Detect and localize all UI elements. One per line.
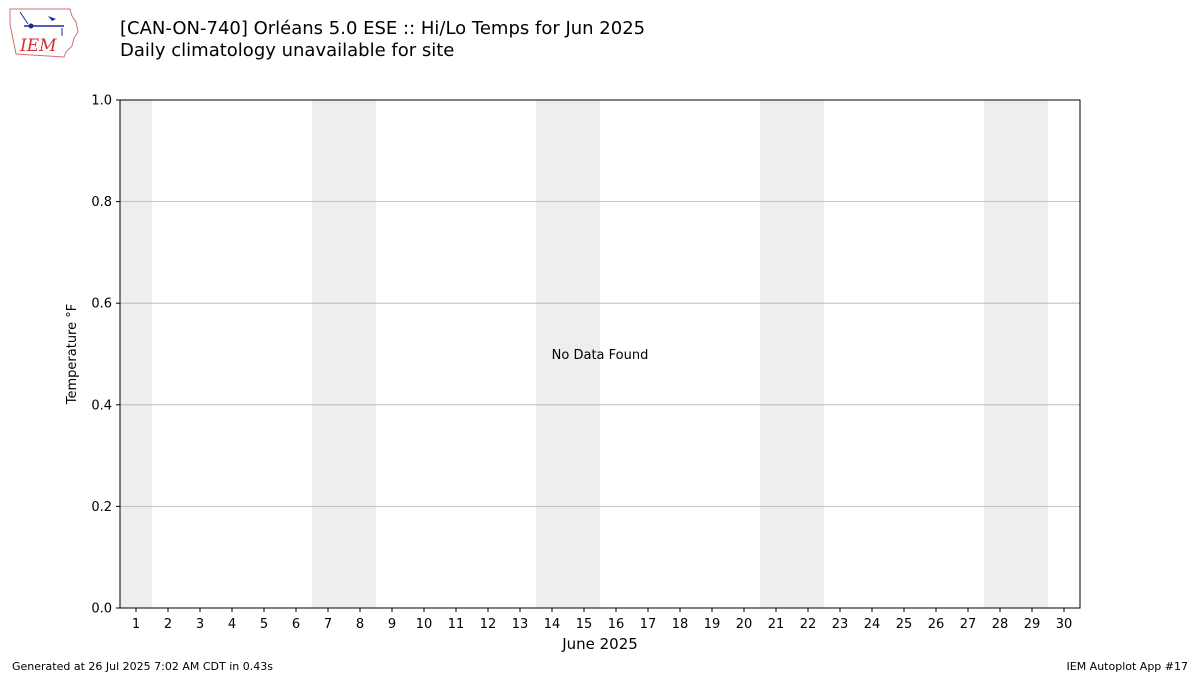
x-tick-label: 19	[704, 617, 721, 632]
y-tick-label: 0.4	[91, 398, 112, 413]
weekend-shade-day-22	[792, 100, 824, 608]
x-tick-label: 13	[512, 617, 529, 632]
y-tick-label: 0.6	[91, 297, 112, 312]
x-tick-label: 16	[608, 617, 625, 632]
y-gridlines	[120, 201, 1080, 507]
x-tick-label: 18	[672, 617, 689, 632]
no-data-annotation: No Data Found	[552, 348, 649, 363]
logo-text: IEM	[19, 36, 57, 56]
x-tick-label: 7	[324, 617, 332, 632]
y-axis-label: Temperature °F	[65, 304, 80, 405]
y-tick-label: 0.8	[91, 195, 112, 210]
x-tick-label: 17	[640, 617, 657, 632]
x-tick-label: 10	[416, 617, 433, 632]
x-tick-label: 8	[356, 617, 364, 632]
x-tick-label: 26	[928, 617, 945, 632]
x-tick-label: 6	[292, 617, 300, 632]
x-tick-label: 25	[896, 617, 913, 632]
weekend-shade-day-15	[568, 100, 600, 608]
x-tick-label: 1	[132, 617, 140, 632]
x-tick-label: 22	[800, 617, 817, 632]
x-tick-label: 14	[544, 617, 561, 632]
weekend-shade-day-28	[984, 100, 1016, 608]
x-tick-label: 9	[388, 617, 396, 632]
x-tick-label: 24	[864, 617, 881, 632]
weekend-shade-day-21	[760, 100, 792, 608]
x-tick-label: 21	[768, 617, 785, 632]
chart-title: [CAN-ON-740] Orléans 5.0 ESE :: Hi/Lo Te…	[120, 18, 646, 39]
iem-logo: IEM	[8, 6, 80, 60]
iowa-map-icon: IEM	[9, 8, 79, 58]
x-tick-label: 11	[448, 617, 465, 632]
x-tick-label: 20	[736, 617, 753, 632]
autoplot-app-label: IEM Autoplot App #17	[1066, 660, 1189, 673]
x-tick-label: 4	[228, 617, 236, 632]
y-axis-ticks: 0.0 0.2 0.4 0.6 0.8 1.0	[91, 94, 120, 617]
x-tick-label: 15	[576, 617, 593, 632]
x-axis-label: June 2025	[561, 635, 638, 653]
weekend-shade-day-29	[1016, 100, 1048, 608]
y-tick-label: 0.2	[91, 500, 112, 515]
weekend-shade-day-14	[536, 100, 568, 608]
x-tick-label: 28	[992, 617, 1009, 632]
weekend-shade-day-8	[344, 100, 376, 608]
plot-frame	[119, 99, 1081, 609]
weekend-shade-day-1	[120, 100, 152, 608]
x-tick-label: 12	[480, 617, 497, 632]
x-tick-label: 5	[260, 617, 268, 632]
chart-subtitle: Daily climatology unavailable for site	[120, 40, 455, 61]
weekend-shading	[120, 100, 1048, 608]
x-tick-label: 2	[164, 617, 172, 632]
y-tick-label: 1.0	[91, 94, 112, 109]
x-tick-label: 30	[1056, 617, 1073, 632]
x-tick-label: 3	[196, 617, 204, 632]
x-tick-label: 23	[832, 617, 849, 632]
weekend-shade-day-7	[312, 100, 344, 608]
x-tick-label: 29	[1024, 617, 1041, 632]
x-axis-ticks: 1 2 3 4 5 6 7 8 9 10 11 12 13 14 15 16 17 18 19 20 21 22 23 24 2…	[132, 608, 1072, 632]
x-tick-label: 27	[960, 617, 977, 632]
generated-timestamp: Generated at 26 Jul 2025 7:02 AM CDT in …	[12, 660, 273, 673]
y-tick-label: 0.0	[91, 602, 112, 617]
